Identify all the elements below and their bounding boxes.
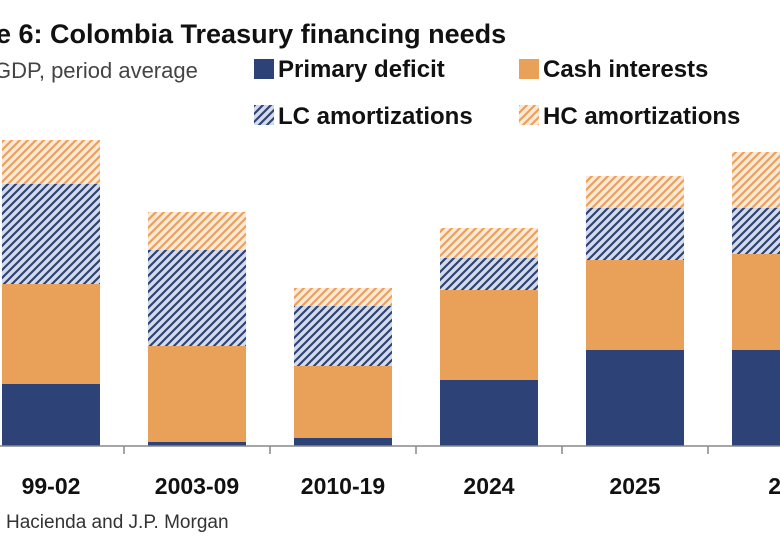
legend-swatch-lc-amortizations bbox=[254, 105, 274, 125]
bar-segment-primary-deficit-0 bbox=[2, 384, 100, 446]
bar-segment-cash-interests-1 bbox=[148, 346, 246, 442]
legend-label-primary-deficit: Primary deficit bbox=[278, 56, 445, 83]
bar-segment-hc-amortizations-5 bbox=[732, 152, 780, 208]
bar-segment-lc-amortizations-3 bbox=[440, 258, 538, 290]
legend-label-cash-interests: Cash interests bbox=[543, 56, 708, 83]
bar-segment-hc-amortizations-4 bbox=[586, 176, 684, 208]
legend: Primary deficit Cash interests LC amorti… bbox=[254, 56, 740, 130]
bar-segment-cash-interests-0 bbox=[2, 284, 100, 384]
bar-segment-hc-amortizations-3 bbox=[440, 228, 538, 258]
x-tick-label: 2003-09 bbox=[155, 473, 239, 499]
bar-segment-hc-amortizations-0 bbox=[2, 140, 100, 184]
x-axis-labels: 99-02 2003-09 2010-19 2024 2025 20 bbox=[22, 473, 780, 499]
bar-segment-primary-deficit-1 bbox=[148, 442, 246, 446]
bar-segment-lc-amortizations-0 bbox=[2, 184, 100, 284]
bar-segment-hc-amortizations-1 bbox=[148, 212, 246, 250]
x-axis-ticks bbox=[123, 446, 709, 454]
legend-swatch-primary-deficit bbox=[254, 59, 274, 79]
x-tick-label: 99-02 bbox=[22, 473, 81, 499]
bar-segment-cash-interests-2 bbox=[294, 366, 392, 438]
x-tick-label: 2010-19 bbox=[301, 473, 385, 499]
bar-segment-lc-amortizations-5 bbox=[732, 208, 780, 254]
bar-segment-lc-amortizations-4 bbox=[586, 208, 684, 260]
bar-segment-primary-deficit-4 bbox=[586, 350, 684, 446]
bar-segment-cash-interests-5 bbox=[732, 254, 780, 350]
bar-segment-lc-amortizations-1 bbox=[148, 250, 246, 346]
x-tick-label: 20 bbox=[768, 473, 780, 499]
chart-title: e 6: Colombia Treasury financing needs bbox=[0, 19, 506, 49]
x-tick-label: 2024 bbox=[463, 473, 514, 499]
legend-label-lc-amortizations: LC amortizations bbox=[278, 103, 473, 130]
chart-subtitle: GDP, period average bbox=[0, 58, 198, 83]
bars-group bbox=[2, 140, 780, 446]
legend-swatch-hc-amortizations bbox=[519, 105, 539, 125]
legend-label-hc-amortizations: HC amortizations bbox=[543, 103, 740, 130]
bar-segment-cash-interests-3 bbox=[440, 290, 538, 380]
bar-segment-cash-interests-4 bbox=[586, 260, 684, 350]
x-tick-label: 2025 bbox=[609, 473, 660, 499]
legend-swatch-cash-interests bbox=[519, 59, 539, 79]
bar-segment-lc-amortizations-2 bbox=[294, 306, 392, 366]
bar-segment-primary-deficit-3 bbox=[440, 380, 538, 446]
bar-segment-primary-deficit-5 bbox=[732, 350, 780, 446]
source-note: Hacienda and J.P. Morgan bbox=[6, 512, 229, 533]
bar-segment-primary-deficit-2 bbox=[294, 438, 392, 446]
bar-segment-hc-amortizations-2 bbox=[294, 288, 392, 306]
